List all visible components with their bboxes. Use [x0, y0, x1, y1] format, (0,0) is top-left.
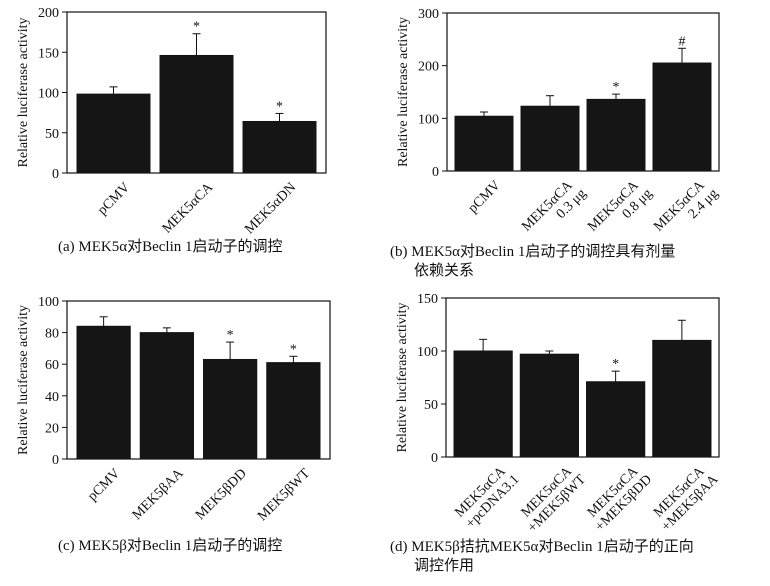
x-tick-label: MEK5βDD — [193, 466, 250, 523]
figure-caption-c: (c) MEK5β对Beclin 1启动子的调控 — [58, 537, 282, 556]
x-tick-label-line: MEK5αDN — [242, 180, 299, 237]
significance-marker: * — [613, 80, 620, 95]
x-tick-label-line: pCMV — [466, 178, 504, 216]
y-tick-label: 0 — [52, 453, 59, 468]
x-tick-label-line: pCMV — [85, 466, 123, 504]
x-tick-label: MEK5αCA+pcDNA3.1 — [452, 461, 522, 531]
x-tick-label: MEK5αCA+MEK5βAA — [648, 461, 722, 535]
bar-chart-b: 0 100 200 300 Relative luciferase activity pC… — [396, 7, 721, 245]
x-tick-label: MEK5αCA0.8 μg — [585, 175, 655, 245]
figure-caption-d: (d) MEK5β拮抗MEK5α对Beclin 1启动子的正向 调控作用 — [390, 538, 694, 576]
y-axis-label: Relative luciferase activity — [16, 17, 31, 167]
x-tick-label: MEK5αDN — [242, 180, 299, 237]
chart-panel-c: 0 20 40 60 80 100 Relative luciferase activity… — [0, 293, 385, 586]
caption-line: 调控作用 — [414, 558, 475, 574]
significance-marker: * — [276, 99, 283, 114]
y-axis-label: Relative luciferase activity — [16, 305, 31, 455]
x-tick-label: pCMV — [85, 466, 123, 504]
bar — [159, 54, 234, 174]
plot-frame — [446, 12, 720, 172]
x-tick-label: MEK5βAA — [130, 466, 188, 524]
bar — [76, 325, 131, 460]
significance-marker: * — [290, 342, 297, 357]
x-tick-label-line: pCMV — [95, 180, 133, 218]
y-tick-label: 40 — [45, 390, 59, 405]
y-tick-label: 300 — [418, 7, 439, 22]
y-tick-label: 100 — [38, 295, 59, 310]
y-tick-label: 150 — [38, 46, 59, 61]
chart-panel-a: 0 50 100 150 200 Relative luciferase activity… — [0, 0, 385, 293]
y-tick-label: 200 — [38, 6, 59, 21]
bar — [266, 362, 321, 460]
y-tick-label: 60 — [45, 358, 59, 373]
bar — [453, 350, 513, 458]
y-axis-label: Relative luciferase activity — [396, 17, 411, 167]
bar-chart-a: 0 50 100 150 200 Relative luciferase activity… — [16, 6, 327, 237]
y-tick-label: 200 — [418, 60, 439, 75]
y-tick-label: 100 — [38, 87, 59, 102]
significance-marker: * — [193, 20, 200, 35]
significance-marker: * — [227, 328, 234, 343]
x-tick-label: MEK5αCA+MEK5βDD — [582, 461, 655, 534]
bar — [242, 120, 317, 174]
caption-line: (d) MEK5β拮抗MEK5α对Beclin 1启动子的正向 — [390, 539, 694, 555]
y-tick-label: 0 — [52, 167, 59, 182]
y-tick-label: 0 — [432, 165, 439, 180]
caption-line: (a) MEK5α对Beclin 1启动子的调控 — [58, 239, 283, 255]
y-tick-label: 150 — [417, 292, 438, 307]
bar — [586, 381, 646, 458]
x-tick-label: MEK5αCA2.4 μg — [651, 175, 721, 245]
bar-chart-d: 0 50 100 150 Relative luciferase activity MEK… — [395, 292, 722, 536]
figure-caption-a: (a) MEK5α对Beclin 1启动子的调控 — [58, 238, 283, 257]
significance-marker: * — [612, 357, 619, 372]
chart-panel-b: 0 100 200 300 Relative luciferase activity pC… — [385, 0, 770, 293]
y-tick-label: 20 — [45, 421, 59, 436]
y-axis-label: Relative luciferase activity — [395, 302, 410, 452]
bar — [652, 339, 712, 458]
y-tick-label: 0 — [431, 451, 438, 466]
y-tick-label: 100 — [417, 345, 438, 360]
x-tick-label: pCMV — [466, 178, 504, 216]
x-tick-label-line: MEK5αCA — [160, 180, 217, 237]
x-tick-label-line: MEK5βWT — [255, 466, 313, 524]
bar — [519, 353, 579, 458]
figure-caption-b: (b) MEK5α对Beclin 1启动子的调控具有剂量 依赖关系 — [390, 243, 675, 281]
x-tick-label: MEK5αCA — [160, 180, 217, 237]
bar — [76, 93, 151, 174]
x-tick-label-line: MEK5βDD — [193, 466, 250, 523]
chart-panel-d: 0 50 100 150 Relative luciferase activity MEK… — [385, 292, 770, 586]
significance-marker: # — [679, 34, 686, 49]
bar — [203, 358, 258, 460]
bar — [454, 115, 514, 172]
y-tick-label: 80 — [45, 327, 59, 342]
y-tick-label: 100 — [418, 112, 439, 127]
x-tick-label: MEK5αCA+MEK5βWT — [514, 461, 589, 536]
x-tick-label: pCMV — [95, 180, 133, 218]
caption-line: (b) MEK5α对Beclin 1启动子的调控具有剂量 — [390, 244, 676, 260]
bar — [586, 98, 646, 172]
bar — [520, 105, 580, 172]
y-tick-label: 50 — [45, 127, 59, 142]
caption-line: 依赖关系 — [414, 263, 475, 279]
plot-frame — [445, 297, 720, 458]
bar — [139, 332, 194, 460]
x-tick-label: MEK5αCA0.3 μg — [519, 175, 589, 245]
bar-chart-c: 0 20 40 60 80 100 Relative luciferase activity… — [16, 295, 331, 524]
x-tick-label: MEK5βWT — [255, 466, 313, 524]
caption-line: (c) MEK5β对Beclin 1启动子的调控 — [58, 538, 283, 554]
plot-frame — [66, 300, 331, 460]
y-tick-label: 50 — [424, 398, 438, 413]
bar — [652, 62, 712, 172]
x-tick-label-line: MEK5βAA — [130, 466, 188, 524]
